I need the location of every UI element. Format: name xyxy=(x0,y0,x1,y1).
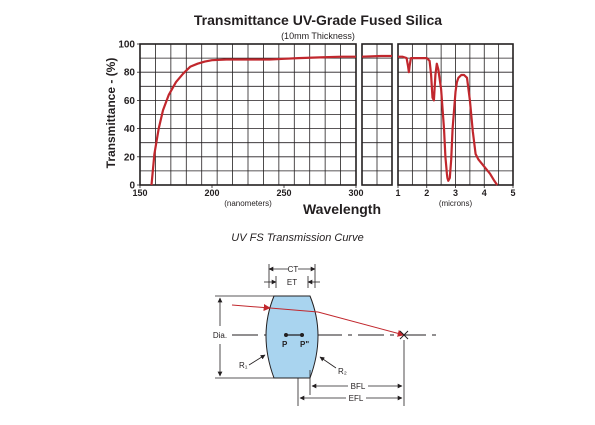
transmittance-line-1 xyxy=(150,55,356,186)
label-ct: CT xyxy=(288,265,299,274)
x-axis-label: Wavelength xyxy=(303,201,381,217)
y-tick-label: 0 xyxy=(129,181,135,192)
x-tick-label: 250 xyxy=(276,188,291,198)
label-bfl: BFL xyxy=(351,382,366,391)
chart-title: Transmittance UV-Grade Fused Silica xyxy=(194,12,442,28)
chart-panel-3: 1 2 3 4 5 (microns) xyxy=(395,43,516,208)
x-unit-label: (nanometers) xyxy=(224,199,272,208)
x-tick-label: 4 xyxy=(482,188,487,198)
x-unit-label: (microns) xyxy=(439,199,473,208)
x-tick-label: 300 xyxy=(348,188,363,198)
chart-subtitle: (10mm Thickness) xyxy=(281,31,355,41)
transmittance-line-2 xyxy=(361,54,392,58)
figure-caption: UV FS Transmission Curve xyxy=(231,232,364,244)
label-efl: EFL xyxy=(349,394,364,403)
label-r1: R₁ xyxy=(239,361,248,370)
refracted-ray xyxy=(317,311,405,337)
y-axis-label: Transmittance - (%) xyxy=(104,58,118,169)
chart-panel-1: 150 200 250 300 (nanometers) xyxy=(132,43,364,208)
x-tick-label: 5 xyxy=(510,188,515,198)
r2-leader xyxy=(319,356,337,369)
chart-panel-2 xyxy=(361,43,393,186)
incoming-ray xyxy=(231,304,271,311)
label-r2: R₂ xyxy=(338,367,347,376)
principal-point-p xyxy=(284,333,288,337)
transmittance-chart: Transmittance UV-Grade Fused Silica (10m… xyxy=(104,12,516,217)
label-dia: Dia. xyxy=(213,331,227,340)
y-tick-label: 100 xyxy=(118,40,135,51)
r1-leader xyxy=(248,354,266,366)
chart-plot-area: 150 200 250 300 (nanometers) 1 2 3 4 5 (microns) 0 2… xyxy=(118,40,515,209)
transmittance-line-3 xyxy=(398,55,499,186)
ray-in-lens xyxy=(269,307,319,313)
y-tick-label: 20 xyxy=(124,152,136,163)
x-tick-label: 1 xyxy=(395,188,400,198)
label-p: P xyxy=(282,340,288,349)
principal-point-p-prime xyxy=(300,333,304,337)
x-tick-label: 150 xyxy=(132,188,147,198)
y-tick-label: 40 xyxy=(124,124,136,135)
label-et: ET xyxy=(287,278,297,287)
label-p-prime: P" xyxy=(300,340,309,349)
y-tick-label: 80 xyxy=(124,68,136,79)
x-tick-label: 200 xyxy=(204,188,219,198)
x-tick-label: 2 xyxy=(424,188,429,198)
x-tick-label: 3 xyxy=(453,188,458,198)
y-tick-label: 60 xyxy=(124,96,136,107)
lens-diagram: P P" CT ET Dia. R₁ R₂ BFL EFL xyxy=(213,264,436,406)
